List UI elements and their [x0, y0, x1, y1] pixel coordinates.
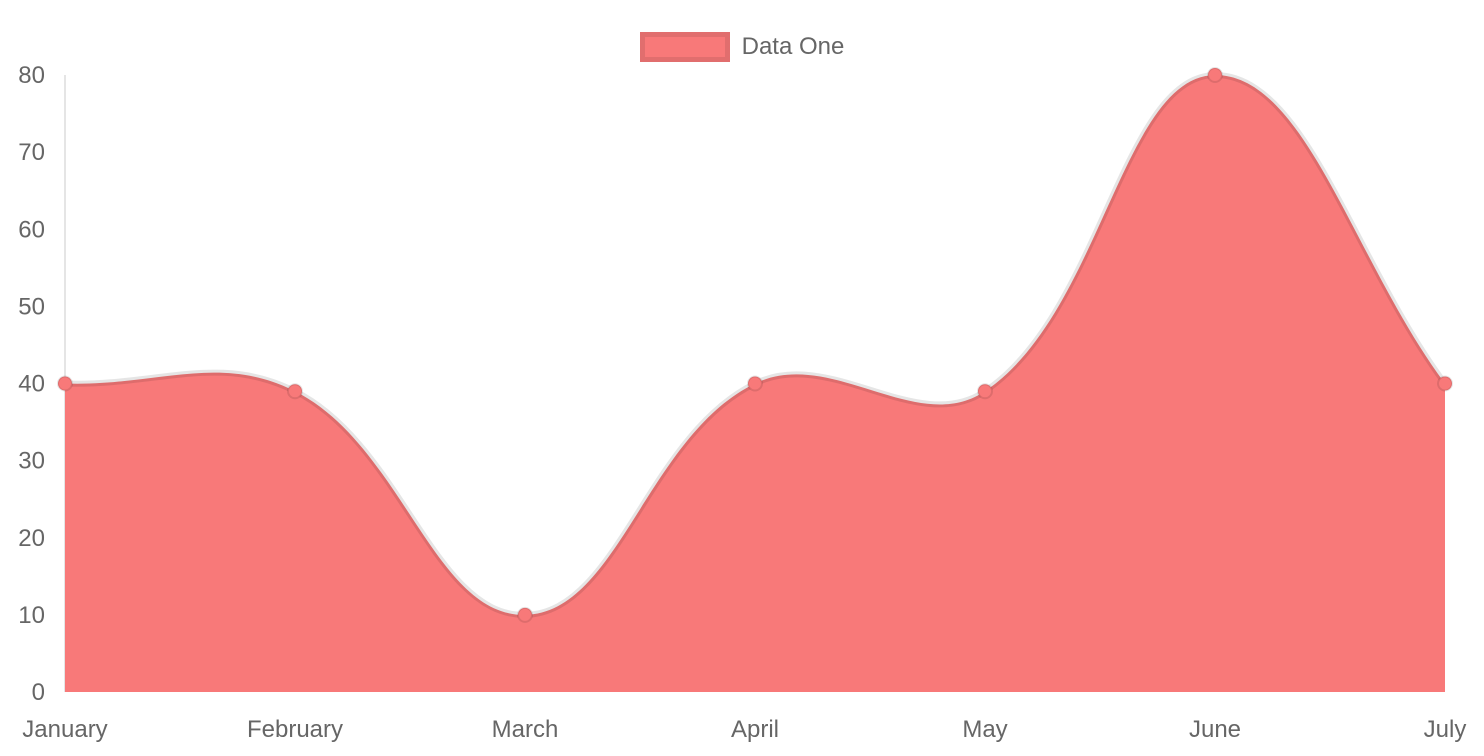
y-tick-label-70: 70	[18, 139, 45, 166]
y-tick-label-50: 50	[18, 293, 45, 320]
data-point-april[interactable]	[747, 375, 763, 392]
x-tick-label-july: July	[1424, 716, 1467, 743]
legend-swatch	[639, 32, 730, 62]
y-tick-label-10: 10	[18, 602, 45, 629]
y-tick-label-0: 0	[32, 679, 45, 706]
y-tick-label-80: 80	[18, 62, 45, 89]
data-point-june[interactable]	[1207, 67, 1223, 83]
x-tick-label-march: March	[492, 716, 559, 743]
y-tick-label-20: 20	[18, 525, 45, 552]
data-point-july[interactable]	[1437, 375, 1453, 392]
data-point-january[interactable]	[57, 375, 73, 392]
data-point-february[interactable]	[287, 383, 303, 400]
data-point-march[interactable]	[517, 606, 533, 623]
legend-label: Data One	[741, 33, 845, 60]
x-tick-label-june: June	[1189, 716, 1241, 743]
y-tick-label-60: 60	[18, 216, 45, 243]
x-tick-label-may: May	[962, 716, 1007, 743]
x-tick-label-january: January	[22, 716, 107, 743]
chart-legend: Data One	[0, 32, 1484, 62]
x-tick-label-february: February	[247, 716, 343, 743]
legend-item-data-one[interactable]: Data One	[639, 32, 845, 62]
x-tick-label-april: April	[731, 716, 779, 743]
data-point-may[interactable]	[977, 383, 993, 400]
y-tick-label-40: 40	[18, 371, 45, 398]
y-tick-label-30: 30	[18, 448, 45, 475]
